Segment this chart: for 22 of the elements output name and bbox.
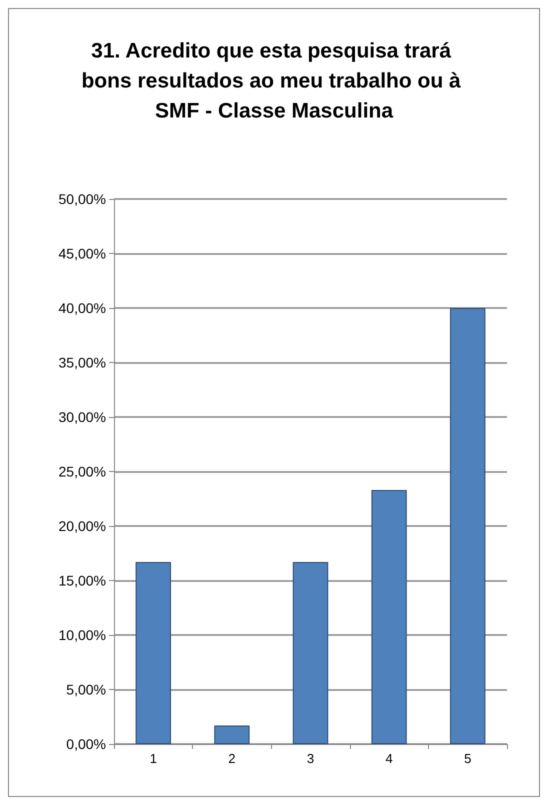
x-tick-label: 3 — [306, 751, 314, 766]
bar — [450, 308, 486, 744]
y-tick-label: 20,00% — [58, 518, 106, 534]
y-tick-label: 35,00% — [58, 354, 106, 370]
y-tick-label: 0,00% — [66, 736, 106, 752]
x-tick-label: 1 — [150, 751, 157, 766]
bar — [136, 562, 171, 744]
bar — [214, 725, 250, 744]
x-tick-label: 2 — [228, 751, 236, 766]
chart-title: 31. Acredito que esta pesquisa trará bons resultados ao meu trabalho ou à SMF - Classe Masculina — [81, 40, 467, 122]
y-tick-label: 30,00% — [58, 409, 106, 425]
y-tick-label: 15,00% — [58, 572, 106, 588]
bar — [292, 562, 328, 744]
x-tick-label: 5 — [464, 751, 472, 766]
y-tick-label: 5,00% — [66, 682, 106, 698]
bar — [371, 490, 407, 744]
y-tick-label: 45,00% — [58, 246, 106, 262]
x-tick-label: 4 — [385, 751, 393, 766]
y-tick-label: 10,00% — [58, 627, 106, 643]
y-tick-label: 25,00% — [58, 464, 106, 480]
y-tick-label: 40,00% — [58, 300, 106, 316]
y-tick-label: 50,00% — [58, 191, 106, 207]
